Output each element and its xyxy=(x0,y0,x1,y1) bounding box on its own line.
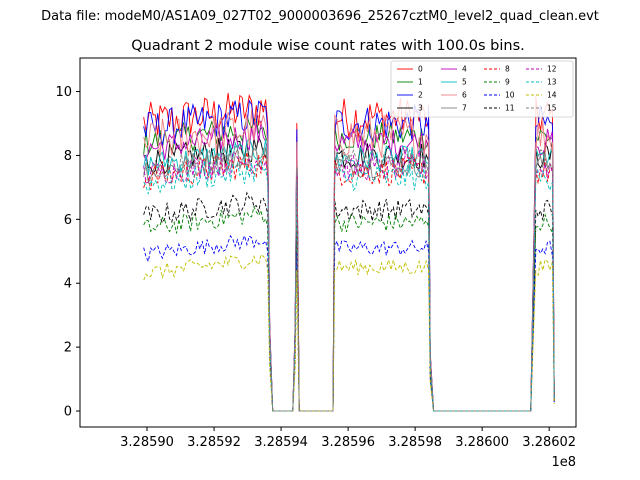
y-tick-label: 0 xyxy=(64,405,72,420)
series-layer xyxy=(143,92,555,412)
x-tick-label: 3.28592 xyxy=(187,435,241,450)
x-offset-label: 1e8 xyxy=(551,455,576,470)
y-tick-label: 2 xyxy=(64,341,72,356)
chart-title: Quadrant 2 module wise count rates with … xyxy=(131,38,525,54)
legend-label-14: 14 xyxy=(547,91,557,100)
y-tick-label: 6 xyxy=(64,213,72,228)
x-tick-label: 3.28590 xyxy=(120,435,174,450)
y-tick-label: 10 xyxy=(55,85,72,100)
legend-label-13: 13 xyxy=(547,78,557,87)
series-line-9 xyxy=(143,205,555,412)
y-tick-label: 4 xyxy=(64,277,72,292)
legend-label-0: 0 xyxy=(418,65,423,74)
legend-label-10: 10 xyxy=(505,91,515,100)
series-line-12 xyxy=(143,151,555,412)
legend-label-7: 7 xyxy=(462,104,467,113)
legend-label-8: 8 xyxy=(505,65,510,74)
x-tick-label: 3.28596 xyxy=(321,435,375,450)
x-axis: 3.28590 3.28592 3.28594 3.28596 3.28598 3.286… xyxy=(120,427,576,450)
series-line-15 xyxy=(143,141,555,412)
legend-label-2: 2 xyxy=(418,91,423,100)
legend-label-15: 15 xyxy=(547,104,557,113)
series-line-14 xyxy=(143,253,555,412)
y-axis: 0 2 4 6 8 10 xyxy=(55,85,80,420)
legend-label-1: 1 xyxy=(418,78,423,87)
x-tick-label: 3.28602 xyxy=(522,435,576,450)
legend-label-9: 9 xyxy=(505,78,510,87)
legend-label-3: 3 xyxy=(418,104,423,113)
x-tick-label: 3.28600 xyxy=(455,435,509,450)
y-tick-label: 8 xyxy=(64,149,72,164)
legend-label-12: 12 xyxy=(547,65,557,74)
legend-label-5: 5 xyxy=(462,78,467,87)
legend-frame xyxy=(390,60,574,118)
suptitle: Data file: modeM0/AS1A09_027T02_90000036… xyxy=(41,9,599,24)
legend-label-6: 6 xyxy=(462,91,467,100)
x-tick-label: 3.28594 xyxy=(254,435,308,450)
legend-label-4: 4 xyxy=(462,65,467,74)
legend-label-11: 11 xyxy=(505,104,515,113)
x-tick-label: 3.28598 xyxy=(388,435,442,450)
plot-area-frame xyxy=(79,57,577,428)
